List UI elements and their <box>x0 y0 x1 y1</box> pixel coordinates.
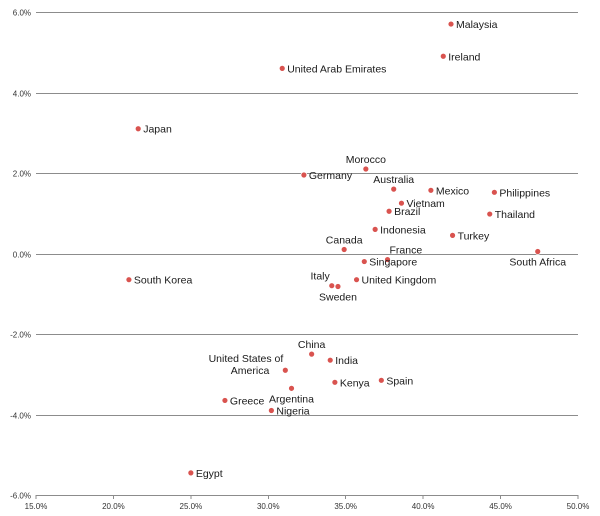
point-label-france: France <box>390 245 423 257</box>
gridlines <box>36 12 578 496</box>
point-turkey <box>449 231 456 239</box>
point-label-united-kingdom: United Kingdom <box>362 275 437 287</box>
point-label-mexico: Mexico <box>436 185 469 197</box>
x-tick-label: 30.0% <box>257 502 280 511</box>
point-united-kingdom <box>353 276 360 284</box>
point-thailand <box>486 210 494 218</box>
point-france <box>384 256 391 263</box>
point-malaysia <box>447 20 455 28</box>
point-china <box>308 350 316 358</box>
point-label-philippines: Philippines <box>499 187 550 199</box>
point-label-italy: Italy <box>311 271 331 283</box>
point-canada <box>340 246 348 253</box>
point-germany <box>300 171 308 179</box>
point-mexico <box>427 186 435 194</box>
point-label-turkey: Turkey <box>458 230 490 242</box>
point-sweden <box>334 283 342 290</box>
point-label-united-states-of-america: United States of America <box>209 353 284 377</box>
point-india <box>326 356 334 364</box>
point-label-malaysia: Malaysia <box>456 19 498 31</box>
y-tick-label: -4.0% <box>10 412 31 421</box>
x-tick-label: 40.0% <box>412 502 435 511</box>
point-label-sweden: Sweden <box>319 292 357 304</box>
point-south-korea <box>125 276 133 284</box>
point-label-egypt: Egypt <box>196 468 223 480</box>
point-label-south-korea: South Korea <box>134 275 193 287</box>
point-label-australia: Australia <box>373 174 414 186</box>
point-japan <box>134 125 142 133</box>
point-label-germany: Germany <box>309 170 353 182</box>
point-spain <box>377 376 385 384</box>
point-label-canada: Canada <box>326 234 363 246</box>
point-label-argentina: Argentina <box>269 393 314 405</box>
point-ireland <box>439 52 447 60</box>
point-label-japan: Japan <box>143 124 172 136</box>
data-points <box>125 20 542 477</box>
point-label-thailand: Thailand <box>495 209 535 221</box>
point-label-brazil: Brazil <box>394 206 420 218</box>
point-brazil <box>385 207 393 215</box>
point-kenya <box>331 378 339 386</box>
y-tick-label: 6.0% <box>13 9 31 18</box>
point-label-india: India <box>335 355 358 367</box>
y-tick-label: -2.0% <box>10 331 31 340</box>
point-nigeria <box>267 407 275 414</box>
point-label-morocco: Morocco <box>346 154 386 166</box>
point-philippines <box>490 188 498 196</box>
x-tick-label: 50.0% <box>567 502 590 511</box>
point-south-africa <box>534 248 542 255</box>
point-egypt <box>187 469 195 477</box>
y-tick-label: 2.0% <box>13 170 31 179</box>
axes <box>35 495 579 499</box>
point-label-greece: Greece <box>230 395 265 407</box>
point-label-ireland: Ireland <box>448 51 480 63</box>
point-label-kenya: Kenya <box>340 377 370 389</box>
point-label-south-africa: South Africa <box>509 256 566 268</box>
y-tick-label: 0.0% <box>13 251 31 260</box>
point-united-states-of-america <box>281 366 289 374</box>
x-tick-label: 15.0% <box>25 502 48 511</box>
point-italy <box>328 282 336 290</box>
point-australia <box>390 185 398 193</box>
y-tick-label: 4.0% <box>13 90 31 99</box>
y-tick-label: -6.0% <box>10 492 31 501</box>
tick-labels: 6.0% 4.0% 2.0% 0.0% -2.0% -4.0% -6.0%15.0% 20.0… <box>10 9 589 512</box>
point-singapore <box>360 258 368 265</box>
point-label-united-arab-emirates: United Arab Emirates <box>287 63 386 75</box>
point-indonesia <box>371 225 379 233</box>
point-label-nigeria: Nigeria <box>276 405 309 417</box>
point-vietnam <box>398 199 405 207</box>
point-united-arab-emirates <box>278 64 286 72</box>
point-label-spain: Spain <box>386 375 413 387</box>
point-label-china: China <box>298 339 326 351</box>
x-tick-label: 35.0% <box>334 502 357 511</box>
point-morocco <box>362 165 370 173</box>
point-label-vietnam: Vietnam <box>406 198 445 210</box>
point-greece <box>221 397 229 404</box>
point-labels: Malaysia Ireland United Arab Emirates Japan… <box>134 19 566 480</box>
point-label-indonesia: Indonesia <box>380 224 426 236</box>
point-argentina <box>288 384 295 392</box>
x-tick-label: 20.0% <box>102 502 125 511</box>
x-tick-label: 45.0% <box>489 502 512 511</box>
point-label-singapore: Singapore <box>369 257 417 269</box>
x-tick-label: 25.0% <box>180 502 203 511</box>
